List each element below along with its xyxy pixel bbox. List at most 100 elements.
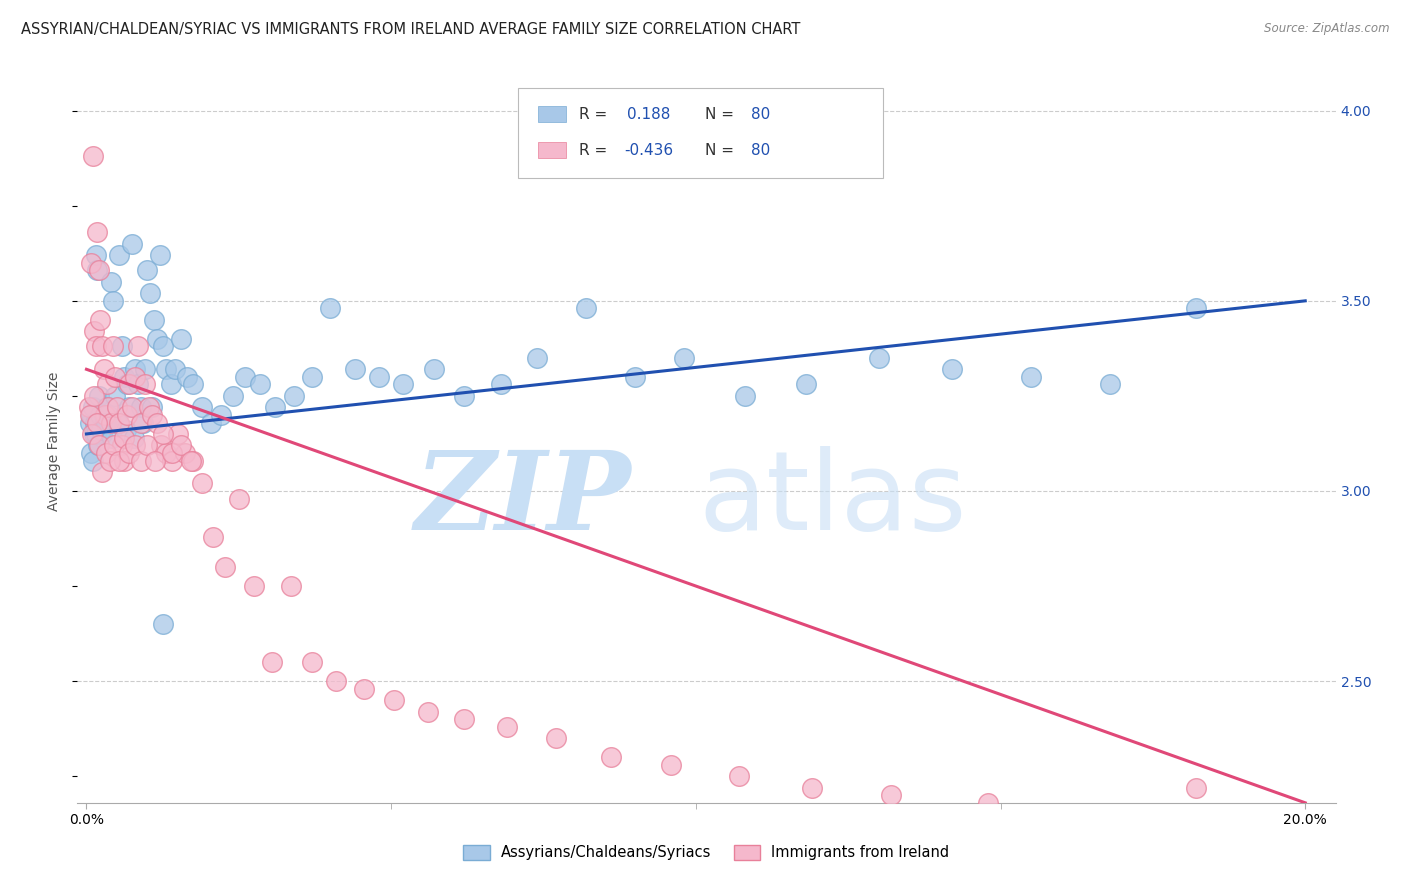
Point <box>98 453 121 467</box>
Point <box>209 408 232 422</box>
Point <box>214 560 236 574</box>
Point <box>167 426 190 441</box>
Point <box>1081 807 1104 822</box>
Point <box>453 712 475 726</box>
Point <box>977 796 1000 810</box>
Point <box>280 579 302 593</box>
Point <box>103 438 125 452</box>
Point <box>134 377 156 392</box>
Point <box>131 453 153 467</box>
Point <box>94 446 117 460</box>
Point <box>121 236 143 251</box>
Point <box>134 362 156 376</box>
Point <box>80 408 103 422</box>
Point <box>96 401 118 415</box>
Point <box>353 681 375 696</box>
Text: 80: 80 <box>751 143 770 158</box>
Point <box>104 389 127 403</box>
Point <box>181 377 204 392</box>
Text: 0.188: 0.188 <box>627 107 671 121</box>
Point <box>83 426 105 441</box>
Text: -0.436: -0.436 <box>624 143 673 158</box>
Point <box>941 362 963 376</box>
Point <box>100 416 122 430</box>
Point <box>145 332 167 346</box>
Point <box>139 286 162 301</box>
Y-axis label: Average Family Size: Average Family Size <box>48 372 62 511</box>
Point <box>131 401 153 415</box>
Point <box>112 453 135 467</box>
Text: Source: ZipAtlas.com: Source: ZipAtlas.com <box>1264 22 1389 36</box>
Point <box>83 324 105 338</box>
Point <box>124 438 146 452</box>
Point <box>86 263 108 277</box>
Point <box>423 362 446 376</box>
Point <box>115 408 138 422</box>
Point <box>105 401 128 415</box>
Point <box>1184 780 1206 795</box>
Point <box>526 351 548 365</box>
Point <box>794 377 817 392</box>
Point <box>200 416 222 430</box>
Point <box>115 423 138 437</box>
Point <box>87 263 110 277</box>
Point <box>131 416 153 430</box>
Point <box>96 377 118 392</box>
Point <box>80 446 103 460</box>
Point <box>89 408 111 422</box>
Point <box>121 401 143 415</box>
Point <box>160 453 183 467</box>
Point <box>1184 301 1206 316</box>
Point <box>127 339 149 353</box>
Point <box>176 370 198 384</box>
Point <box>624 370 647 384</box>
Point <box>94 408 117 422</box>
Point <box>118 446 141 460</box>
FancyBboxPatch shape <box>517 87 883 178</box>
Point <box>343 362 366 376</box>
Point <box>93 362 115 376</box>
FancyBboxPatch shape <box>538 143 565 158</box>
Point <box>319 301 342 316</box>
Point <box>489 377 512 392</box>
Point <box>97 401 120 415</box>
Point <box>163 362 186 376</box>
Point <box>142 313 165 327</box>
Point <box>90 423 112 437</box>
Point <box>77 401 100 415</box>
Point <box>122 431 145 445</box>
Point <box>159 377 181 392</box>
Point <box>124 362 146 376</box>
Point <box>89 438 111 452</box>
Legend: Assyrians/Chaldeans/Syriacs, Immigrants from Ireland: Assyrians/Chaldeans/Syriacs, Immigrants … <box>457 839 956 866</box>
Point <box>544 731 567 746</box>
Point <box>112 431 135 445</box>
Point <box>149 248 172 262</box>
Point <box>84 426 107 441</box>
Point <box>1019 370 1042 384</box>
Point <box>243 579 266 593</box>
Point <box>141 401 163 415</box>
Point <box>301 370 323 384</box>
Point <box>91 465 114 479</box>
Point <box>160 446 183 460</box>
Point <box>149 438 172 452</box>
Point <box>800 780 823 795</box>
Point <box>118 377 141 392</box>
Point <box>100 275 122 289</box>
Point <box>868 351 890 365</box>
Point <box>89 313 111 327</box>
Point <box>86 226 108 240</box>
Point <box>181 453 204 467</box>
Point <box>672 351 695 365</box>
Point <box>170 438 193 452</box>
Point <box>127 377 149 392</box>
Point <box>84 339 107 353</box>
Text: 80: 80 <box>751 107 770 121</box>
Point <box>262 655 284 669</box>
Point <box>107 453 129 467</box>
Point <box>727 769 749 783</box>
Point <box>191 401 214 415</box>
Point <box>90 426 112 441</box>
Point <box>152 617 174 632</box>
